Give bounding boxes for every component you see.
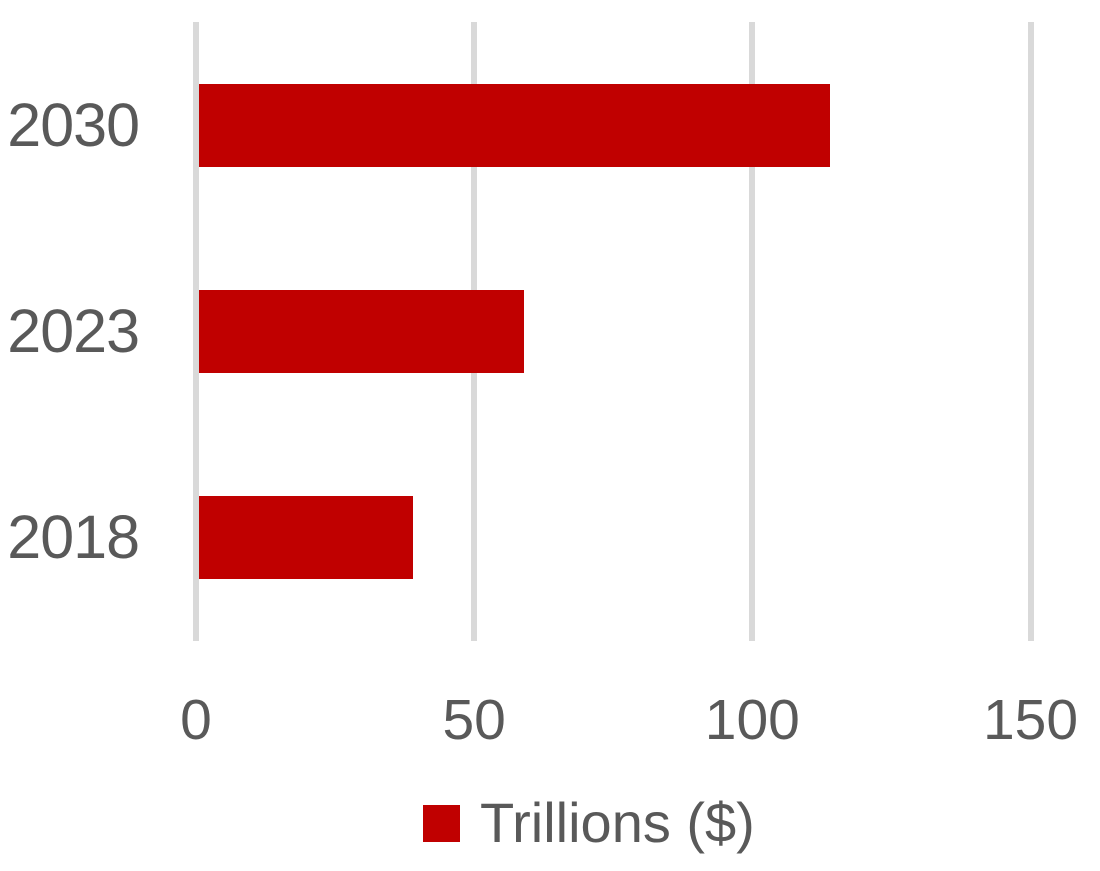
legend: Trillions ($) xyxy=(423,795,755,851)
gridline-0 xyxy=(193,22,199,641)
x-tick-label-150: 150 xyxy=(982,688,1079,752)
category-label-2030: 2030 xyxy=(7,91,140,159)
x-tick-label-100: 100 xyxy=(704,688,800,752)
gridline-150 xyxy=(1027,22,1034,641)
bar-2023 xyxy=(199,290,524,373)
legend-swatch-icon xyxy=(423,804,460,842)
bar-2030 xyxy=(199,84,830,167)
x-tick-label-50: 50 xyxy=(442,688,506,752)
category-label-2023: 2023 xyxy=(7,297,140,365)
legend-label: Trillions ($) xyxy=(480,791,755,854)
x-tick-label-0: 0 xyxy=(180,688,212,752)
bar-2018 xyxy=(199,496,413,579)
category-label-2018: 2018 xyxy=(7,503,140,571)
gridline-100 xyxy=(749,22,756,641)
